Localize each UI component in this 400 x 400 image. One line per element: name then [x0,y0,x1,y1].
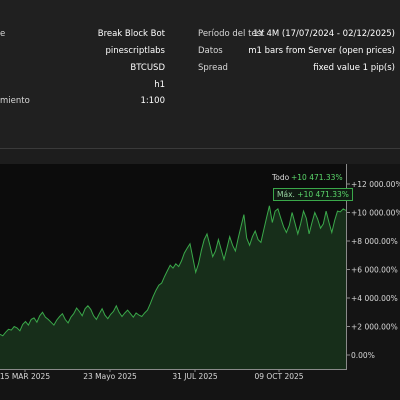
y-tick-label: +4 000.00% [351,294,398,303]
setting-value-author: pinescriptlabs [105,46,165,56]
y-tick-label: +8 000.00% [351,237,398,246]
y-tick-label: +2 000.00% [351,323,398,332]
max-value-badge: Máx. +10 471.33% [273,188,353,201]
equity-chart-svg: +12 000.00% +10 000.00% +8 000.00% +6 000.0… [0,180,400,381]
setting-label-leverage: miento [0,96,30,106]
y-tick-label: 0.00% [351,351,375,360]
setting-label-expert: e [0,29,6,39]
equity-line [0,205,347,337]
test-settings-panel: e Break Block Bot pinescriptlabs BTCUSD … [0,0,400,148]
x-tick-label: 23 Mayo 2025 [83,372,137,381]
x-tick-label: 15 MAR 2025 [0,372,50,381]
setting-value-timeframe: h1 [154,80,165,90]
setting-value-symbol: BTCUSD [130,63,165,73]
setting-label-test-period: Período del test [198,29,265,39]
y-tick-label: +10 000.00% [351,209,400,218]
x-tick-label: 09 OCT 2025 [254,372,303,381]
setting-value-spread: fixed value 1 pip(s) [313,63,395,73]
setting-value-data: m1 bars from Server (open prices) [248,46,395,56]
y-tick-label: +12 000.00% [351,180,400,189]
x-tick-label: 31 JUL 2025 [172,372,218,381]
y-tick-label: +6 000.00% [351,266,398,275]
section-gap [0,149,400,164]
setting-label-data: Datos [198,46,223,56]
max-label: Máx. [277,190,295,199]
setting-value-leverage: 1:100 [140,96,166,106]
max-value: +10 471.33% [297,190,349,199]
legend-value: +10 471.33% [291,173,343,182]
legend-label: Todo [272,173,290,182]
equity-area-fill [0,205,346,369]
y-axis: +12 000.00% +10 000.00% +8 000.00% +6 000.0… [346,180,400,360]
setting-value-test-period: 1Y 4M (17/07/2024 - 02/12/2025) [253,29,395,39]
x-axis: 15 MAR 2025 23 Mayo 2025 31 JUL 2025 09 OCT… [0,369,304,381]
equity-chart-container: +12 000.00% +10 000.00% +8 000.00% +6 000.0… [0,164,400,400]
panel-divider [0,148,400,149]
setting-value-expert: Break Block Bot [97,29,165,39]
setting-label-spread: Spread [198,63,228,73]
